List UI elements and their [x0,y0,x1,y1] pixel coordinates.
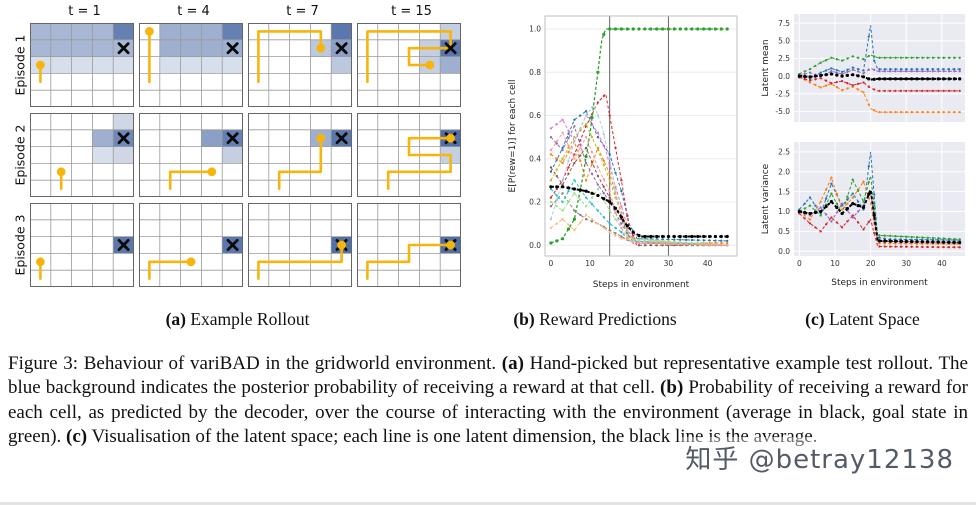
panel-latent-space: -5.0 -2.5 0.0 2.5 5.0 7.5 Latent mean 0.0 0.5 1.… [758,8,970,296]
caption-a-text: Example Rollout [190,309,310,329]
rollout-grid-ep1-t4 [139,23,243,107]
svg-text:Steps in environment: Steps in environment [831,278,928,288]
svg-text:5.0: 5.0 [778,37,790,46]
episode-3-label-text: Episode 3 [12,214,28,276]
rollout-grid-ep3-t15 [357,203,461,287]
figure-caption-c-label: (c) [66,425,88,447]
episode-1-row: Episode 1 [10,23,468,107]
rollout-grid-ep2-t1 [30,113,134,197]
rollout-grid-ep3-t7 [248,203,352,287]
header-t1: t = 1 [68,4,101,19]
svg-text:E[P(rew=1)] for each cell: E[P(rew=1)] for each cell [508,80,518,193]
episode-1-label-text: Episode 1 [12,34,28,96]
svg-text:40: 40 [703,259,713,268]
episode-2-label-text: Episode 2 [12,124,28,186]
episode-2-row: Episode 2 [10,113,468,197]
rollout-grid-ep1-t1 [30,23,134,107]
caption-example-rollout: (a) Example Rollout [10,309,465,330]
episode-1-label: Episode 1 [10,23,30,107]
panel-reward-predictions: 0.0 0.2 0.4 0.6 0.8 1.0 0 10 20 30 40 E[P(rew=1)] f… [503,8,745,294]
svg-text:30: 30 [901,259,911,268]
caption-b-text: Reward Predictions [539,309,677,329]
svg-text:1.0: 1.0 [778,207,790,216]
svg-text:2.5: 2.5 [778,54,790,63]
svg-text:7.5: 7.5 [778,19,790,28]
caption-c-text: Latent Space [828,309,920,329]
svg-text:0.5: 0.5 [778,227,790,236]
caption-c-label: (c) [805,309,825,329]
rollout-grid-ep3-t1 [30,203,134,287]
svg-text:-5.0: -5.0 [775,107,790,116]
svg-text:2.0: 2.0 [778,167,790,176]
svg-text:0.6: 0.6 [529,111,541,120]
header-t4: t = 4 [177,4,210,19]
caption-reward-predictions: (b) Reward Predictions [470,309,720,330]
svg-text:20: 20 [866,259,876,268]
svg-text:20: 20 [624,259,634,268]
svg-text:1.0: 1.0 [529,25,541,34]
rollout-grid-ep2-t15 [357,113,461,197]
svg-text:0.0: 0.0 [778,247,790,256]
svg-text:Latent mean: Latent mean [761,39,771,96]
svg-text:Latent variance: Latent variance [761,163,771,234]
figure-caption-a-text: Hand-picked but representative example t… [8,353,968,399]
svg-text:0: 0 [797,259,802,268]
svg-text:2.5: 2.5 [778,148,790,157]
episode-3-row: Episode 3 [10,203,468,287]
svg-text:0: 0 [548,259,553,268]
svg-text:0.4: 0.4 [529,154,541,163]
svg-text:0.0: 0.0 [778,72,790,81]
header-t7: t = 7 [286,4,319,19]
svg-text:Steps in environment: Steps in environment [593,280,690,290]
rollout-grid-ep1-t15 [357,23,461,107]
caption-b-label: (b) [513,309,535,329]
svg-text:10: 10 [830,259,840,268]
reward-predictions-chart: 0.0 0.2 0.4 0.6 0.8 1.0 0 10 20 30 40 E[P(rew=1)] f… [508,15,738,290]
svg-text:40: 40 [937,259,947,268]
panel-example-rollout: t = 1 t = 4 t = 7 t = 15 Episode 1 Episo… [10,4,468,293]
rollout-grid-ep2-t4 [139,113,243,197]
caption-a-label: (a) [165,309,186,329]
rollout-grid-ep2-t7 [248,113,352,197]
figure-caption-intro: Behaviour of variBAD in the gridworld en… [78,353,502,374]
figure-caption-a-label: (a) [501,353,524,374]
latent-mean-chart: -5.0 -2.5 0.0 2.5 5.0 7.5 Latent mean [761,14,965,122]
header-t15: t = 15 [391,4,432,19]
episode-3-label: Episode 3 [10,203,30,287]
episode-2-label: Episode 2 [10,113,30,197]
time-step-headers: t = 1 t = 4 t = 7 t = 15 [30,4,468,23]
svg-text:-2.5: -2.5 [775,89,790,98]
figure-caption-b-text: Probability of receiving a reward for ea… [8,377,968,447]
figure-caption-lead: Figure 3: [8,353,79,374]
zhihu-watermark: 知乎 @betray12138 [679,437,960,478]
caption-latent-space: (c) Latent Space [755,309,970,330]
svg-text:0.8: 0.8 [529,68,541,77]
rollout-grid-ep1-t7 [248,23,352,107]
figure-caption: Figure 3: Behaviour of variBAD in the gr… [8,352,968,449]
svg-text:10: 10 [585,259,595,268]
svg-text:1.5: 1.5 [778,187,790,196]
page-bottom-divider [0,502,976,505]
figure-caption-b-label: (b) [660,377,684,399]
svg-text:0.0: 0.0 [529,241,541,250]
svg-text:0.2: 0.2 [529,198,541,207]
latent-variance-chart: 0.0 0.5 1.0 1.5 2.0 2.5 0 10 20 30 40 Latent varian… [761,142,965,288]
svg-text:30: 30 [664,259,674,268]
figure-caption-c-text: Visualisation of the latent space; each … [87,425,818,447]
rollout-grid-ep3-t4 [139,203,243,287]
